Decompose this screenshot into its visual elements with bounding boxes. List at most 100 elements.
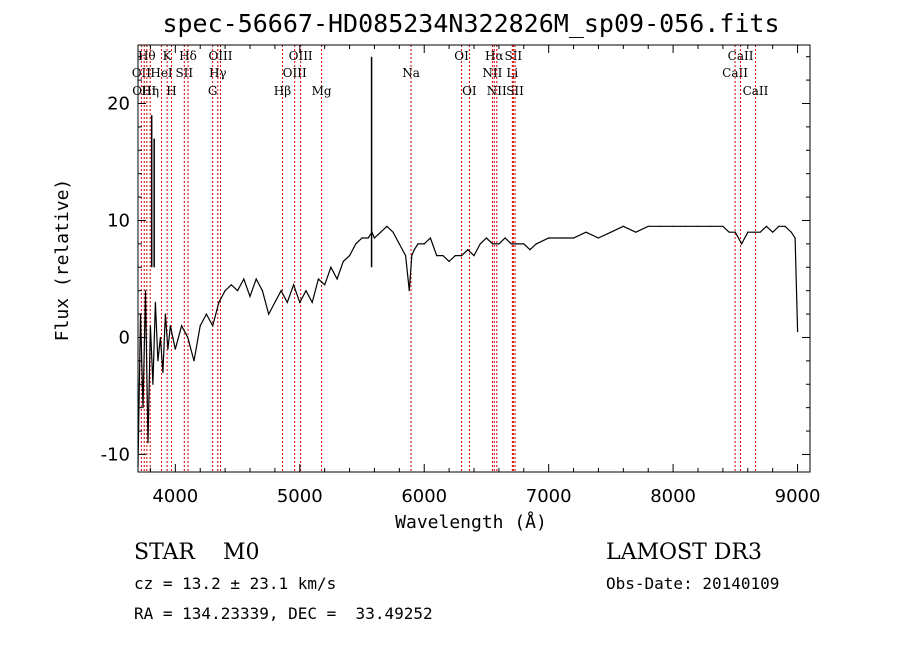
spectrum-point-50 (386, 225, 388, 227)
line-marker-label-17: OI (454, 49, 469, 63)
spectrum-point-2 (142, 407, 144, 409)
spectrum-point-54 (408, 290, 410, 292)
line-marker-label-26: CaII (728, 49, 754, 63)
object-class: STAR M0 (134, 540, 260, 565)
spectrum-point-77 (548, 237, 550, 239)
x-tick-label-3: 7000 (526, 486, 572, 507)
spectrum-point-103 (794, 237, 796, 239)
spectrum-point-44 (355, 243, 357, 245)
spectrum-point-99 (772, 231, 774, 233)
spectrum-point-73 (516, 243, 519, 245)
line-marker-label-5: K (163, 49, 173, 63)
line-marker-label-16: Na (402, 66, 420, 80)
line-marker-label-18: OI (462, 84, 477, 98)
spectrum-point-38 (317, 278, 320, 280)
spectrum-point-66 (473, 254, 475, 257)
spectrum-point-24 (230, 284, 232, 286)
spectrum-point-90 (709, 225, 712, 227)
spectrum-point-62 (448, 260, 450, 263)
spectrum-point-21 (212, 325, 214, 327)
spectrum-point-51 (392, 231, 394, 233)
spectrum-point-26 (243, 278, 245, 280)
spectrum-point-71 (504, 237, 506, 239)
emission-line-markers: OIIOIIIHθHηHeIKHSIIHδGHγOIIIHβOIIIOIIIMg… (132, 45, 769, 472)
line-marker-label-21: NII (487, 84, 507, 98)
spectrum-point-91 (722, 225, 724, 227)
y-tick-label-3: 20 (107, 93, 130, 114)
spectrum-point-7 (154, 301, 157, 303)
spectrum-point-33 (286, 301, 288, 303)
spectrum-series (137, 56, 799, 467)
spectrum-point-74 (523, 243, 525, 245)
line-marker-label-22: Li (506, 66, 518, 80)
spectrum-point-28 (255, 278, 257, 280)
line-marker-label-15: Mg (312, 84, 332, 98)
spectrum-point-85 (647, 225, 649, 227)
spectrum-point-60 (436, 254, 438, 257)
spectrum-point-41 (336, 278, 338, 280)
spectrum-point-80 (585, 231, 587, 233)
spectrum-point-84 (635, 231, 637, 233)
spectrum-point-56 (413, 249, 415, 251)
spectrum-point-59 (429, 237, 432, 239)
y-tick-label-2: 10 (107, 210, 130, 231)
line-marker-label-14: OIII (289, 49, 313, 63)
line-marker-label-7: SII (175, 66, 193, 80)
spectrum-point-78 (560, 237, 562, 239)
line-marker-label-24: SII (506, 84, 524, 98)
spectrum-point-27 (249, 295, 251, 298)
spectrum-point-30 (268, 313, 270, 315)
line-marker-label-8: Hδ (179, 49, 197, 63)
spectrum-point-100 (778, 225, 780, 227)
spectrum-point-61 (442, 254, 444, 257)
spectrum-point-79 (572, 237, 575, 239)
spectrum-point-22 (218, 301, 220, 303)
spectrum-point-67 (479, 243, 481, 245)
spectrum-point-29 (261, 290, 264, 292)
line-marker-label-13: OIII (283, 66, 307, 80)
line-marker-label-3: Hη (141, 84, 159, 98)
x-tick-label-0: 4000 (152, 486, 198, 507)
spectrum-point-68 (485, 237, 488, 239)
spectrum-point-101 (784, 225, 786, 227)
survey-name: LAMOST DR3 (606, 540, 762, 565)
spectrum-point-31 (274, 301, 276, 303)
spectrum-point-97 (759, 231, 761, 233)
spectrum-line (137, 225, 799, 467)
spectrum-point-58 (423, 243, 425, 245)
spectrum-point-52 (398, 243, 400, 245)
line-marker-label-25: CaII (722, 66, 748, 80)
y-tick-label-0: -10 (101, 444, 130, 465)
spectrum-point-6 (152, 383, 154, 385)
spectrum-point-5 (149, 325, 152, 327)
line-marker-label-6: H (166, 84, 176, 98)
spectrum-point-8 (157, 360, 159, 362)
spectrum-point-81 (597, 237, 600, 239)
spectrum-point-89 (697, 225, 699, 227)
y-axis-label: Flux (relative) (52, 179, 73, 342)
spectrum-point-65 (467, 249, 469, 251)
x-tick-label-5: 9000 (775, 486, 821, 507)
spectrum-point-69 (492, 243, 494, 245)
line-marker-label-12: Hβ (274, 84, 291, 98)
spectrum-point-95 (747, 231, 749, 233)
line-marker-label-2: Hθ (138, 49, 156, 63)
spectrum-point-3 (144, 290, 147, 292)
spectrum-point-34 (292, 284, 295, 286)
spectrum-point-76 (535, 243, 537, 245)
line-marker-label-20: Hα (485, 49, 504, 63)
spectrum-point-102 (790, 231, 792, 233)
chart-title: spec-56667-HD085234N322826M_sp09-056.fit… (162, 9, 779, 38)
spectrum-point-45 (361, 237, 363, 239)
x-tick-label-2: 6000 (401, 486, 447, 507)
spectrum-point-86 (660, 225, 662, 227)
redshift-velocity: cz = 13.2 ± 23.1 km/s (134, 574, 337, 593)
spectrum-point-55 (411, 254, 413, 257)
spectrum-point-12 (167, 348, 169, 350)
spectrum-point-25 (236, 290, 239, 292)
spectrum-point-82 (610, 231, 612, 233)
spectrum-point-23 (224, 290, 226, 292)
spectrum-point-40 (330, 266, 332, 268)
spectrum-point-4 (147, 442, 149, 444)
